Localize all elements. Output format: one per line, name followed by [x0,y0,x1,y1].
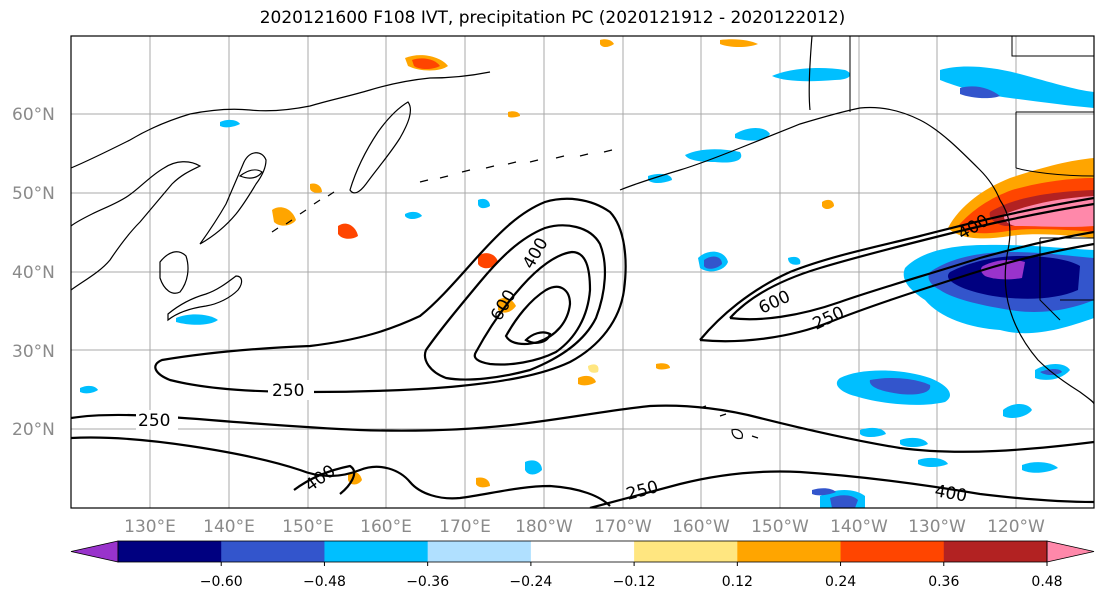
colorbar-extend-low [70,540,119,563]
contour-label: 250 [272,381,304,401]
colorbar-segment [427,541,532,562]
longitude-labels: 130°E 140°E 150°E 160°E 170°E 180°W 170°W 160°W… [124,517,1045,537]
graticule [71,36,1094,508]
colorbar-extend-high [1046,540,1095,563]
colorbar-tick-label: −0.24 [509,574,552,590]
lat-label: 30°N [12,342,55,362]
lat-label: 60°N [12,105,55,125]
lon-label: 140°E [203,517,255,537]
colorbar-segment [737,541,842,562]
colorbar-tick-label: 0.48 [1031,574,1062,590]
political-borders [849,36,1094,321]
colorbar-tick-label: −0.12 [613,574,656,590]
colorbar-tick-label: 0.36 [928,574,959,590]
lon-label: 180°W [515,517,573,537]
lat-label: 40°N [12,263,55,283]
lon-label: 130°W [908,517,966,537]
colorbar-tick-label: 0.24 [825,574,856,590]
colorbar-segment [943,541,1048,562]
colorbar: −0.60 −0.48 −0.36 −0.24 −0.12 0.12 0.24 0.36 0.4… [70,540,1095,590]
lon-label: 160°W [672,517,730,537]
lon-label: 120°W [987,517,1045,537]
colorbar-segment [840,541,945,562]
contour-label: 250 [138,411,170,431]
colorbar-segment [118,541,222,562]
colorbar-tick-label: 0.12 [722,574,753,590]
map-title: 2020121600 F108 IVT, precipitation PC (2… [259,8,846,28]
colorbar-segment [324,541,429,562]
colorbar-tick-label: −0.36 [406,574,449,590]
latitude-labels: 60°N 50°N 40°N 30°N 20°N [12,105,55,440]
lon-label: 150°E [282,517,334,537]
colorbar-segment [634,541,738,562]
map-frame [70,35,1095,509]
lon-label: 170°W [594,517,652,537]
lon-label: 160°E [360,517,412,537]
lon-label: 140°W [830,517,888,537]
coastlines [71,36,1094,440]
lon-label: 150°W [751,517,809,537]
colorbar-tick-label: −0.48 [303,574,346,590]
colorbar-segment [221,541,325,562]
colorbar-segment [530,541,635,562]
colorbar-tick-label: −0.60 [200,574,243,590]
lat-label: 50°N [12,184,55,204]
lon-label: 170°E [439,517,491,537]
colorbar-frame [117,540,1048,563]
lon-label: 130°E [124,517,176,537]
lat-label: 20°N [12,420,55,440]
